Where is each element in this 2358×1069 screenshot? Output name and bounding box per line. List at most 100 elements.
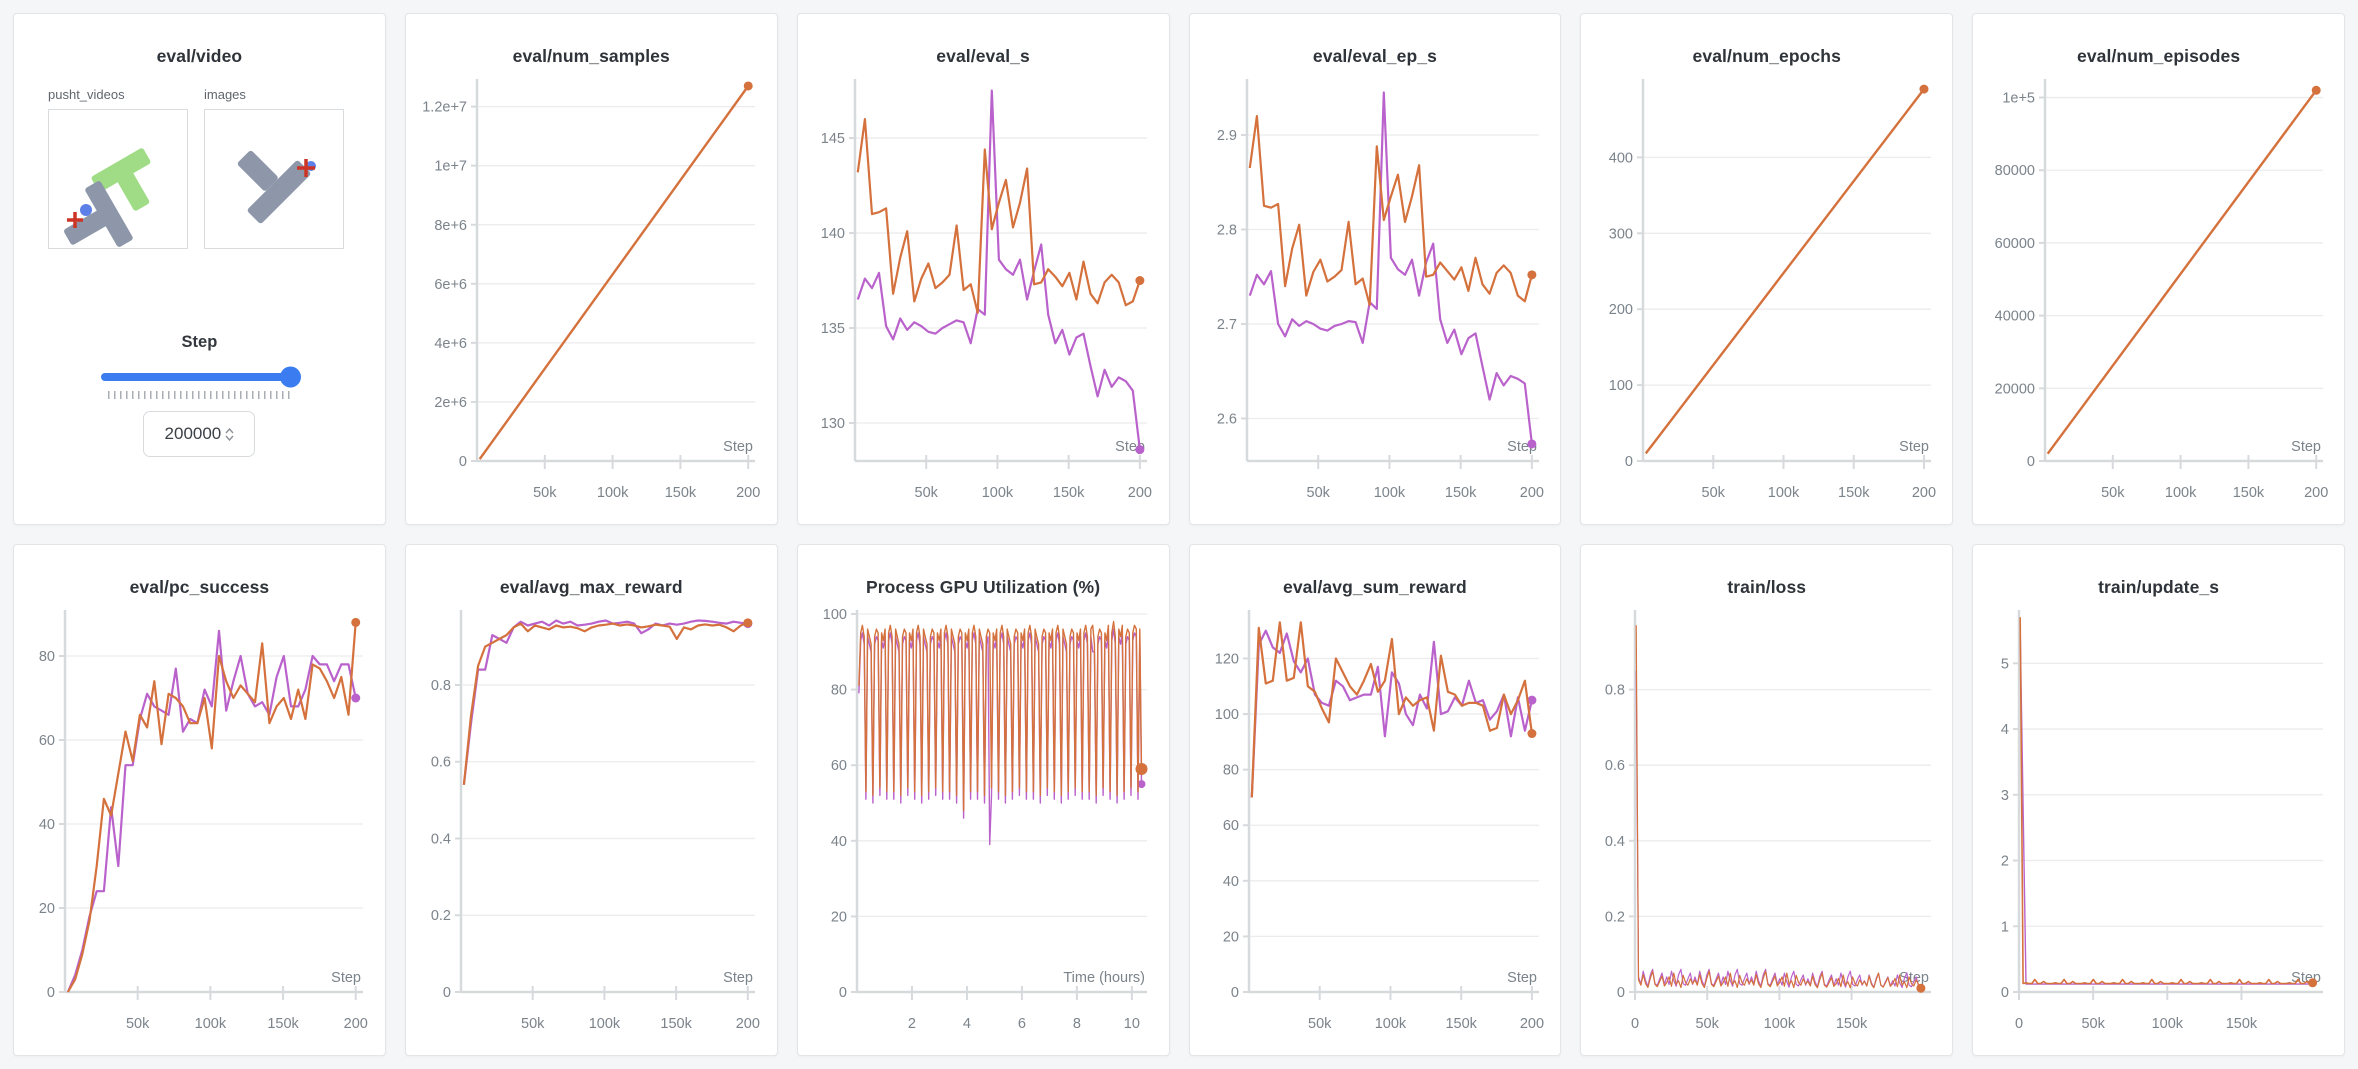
series-line-purple <box>1250 629 1533 798</box>
x-tick-label: 100k <box>589 1016 621 1032</box>
y-tick-label: 80000 <box>1994 163 2034 179</box>
series-end-dot-orange <box>1527 729 1537 739</box>
series-line-orange <box>858 620 1143 812</box>
slider-handle[interactable] <box>280 366 302 388</box>
chart-svg[interactable]: 0 20000 40000 60000 80000 1e+5 50k 100k 150k 200 S… <box>1983 73 2335 511</box>
images-thumbnail[interactable] <box>204 109 344 249</box>
panel-eval-avg-max-reward[interactable]: eval/avg_max_reward 0 0.2 0.4 0.6 0.8 50k 100k 1… <box>404 544 778 1056</box>
panel-train-update-s[interactable]: train/update_s 0 1 2 3 4 5 0 50k 100k 150k Step <box>1972 544 2345 1056</box>
panel-eval-num-samples[interactable]: eval/num_samples 0 2e+6 4e+6 6e+6 8e+6 1e+7 1.2… <box>404 13 778 525</box>
y-tick-label: 0 <box>47 985 55 1001</box>
x-tick-label: 50k <box>1695 1016 1719 1032</box>
y-tick-label: 0 <box>1617 985 1625 1001</box>
x-tick-label: 200 <box>736 485 760 501</box>
panel-title: eval/pc_success <box>129 577 270 597</box>
series-end-dot-orange <box>351 617 361 627</box>
panel-title: eval/avg_max_reward <box>499 577 683 597</box>
step-slider-label: Step <box>181 333 218 351</box>
x-tick-label: 150k <box>665 485 697 501</box>
y-tick-label: 60 <box>831 758 847 774</box>
y-tick-label: 100 <box>823 607 847 623</box>
y-tick-label: 1e+7 <box>435 159 468 175</box>
panel-title: eval/avg_sum_reward <box>1283 577 1467 597</box>
panel-eval-eval-ep-s[interactable]: eval/eval_ep_s 2.6 2.7 2.8 2.9 50k 100k 150k 200… <box>1188 13 1562 525</box>
y-tick-label: 0 <box>1625 454 1633 470</box>
x-tick-label: 10 <box>1124 1016 1140 1032</box>
x-tick-label: 2 <box>908 1016 916 1032</box>
series-end-dot-orange <box>2311 85 2321 95</box>
x-tick-label: 150k <box>1053 485 1085 501</box>
chart-svg[interactable]: 0 20 40 60 80 50k 100k 150k 200 Step <box>23 604 375 1042</box>
x-tick-label: 50k <box>1306 485 1330 501</box>
x-tick-label: 100k <box>2164 485 2196 501</box>
y-tick-label: 40000 <box>1994 309 2034 325</box>
y-tick-label: 40 <box>831 834 847 850</box>
goal-cross <box>297 159 315 177</box>
x-tick-label: 100k <box>195 1016 227 1032</box>
panel-eval-num-epochs[interactable]: eval/num_epochs 0 100 200 300 400 50k 100k 150k 2… <box>1580 13 1954 525</box>
pusht-video-thumbnail[interactable] <box>48 109 188 249</box>
stepper-arrows[interactable] <box>225 427 234 441</box>
x-tick-label: 150k <box>268 1016 300 1032</box>
y-tick-label: 100 <box>1609 378 1633 394</box>
x-axis-title: Step <box>332 970 362 986</box>
y-tick-label: 2.8 <box>1217 222 1237 238</box>
x-tick-label: 150k <box>2225 1016 2257 1032</box>
chart-svg[interactable]: 0 100 200 300 400 50k 100k 150k 200 Step <box>1591 73 1943 511</box>
panel-title: eval/eval_s <box>936 46 1030 66</box>
y-tick-label: 1e+5 <box>2002 91 2035 107</box>
chart-svg[interactable]: 0 0.2 0.4 0.6 0.8 50k 100k 150k 200 Step <box>415 604 767 1042</box>
x-tick-label: 200 <box>1520 1016 1544 1032</box>
panel-title: eval/num_samples <box>512 46 670 66</box>
chart-svg[interactable]: 0 2e+6 4e+6 6e+6 8e+6 1e+7 1.2e+7 50k 100k 150k 20… <box>415 73 767 511</box>
series-end-dot-purple <box>1527 695 1537 705</box>
panel-title: eval/num_epochs <box>1692 46 1841 66</box>
series-line-orange <box>1248 114 1533 307</box>
chart-svg[interactable]: 0 20 40 60 80 100 2 4 6 8 10 Time (hours) <box>807 604 1159 1042</box>
x-tick-label: 50k <box>2081 1016 2105 1032</box>
pusht-scene-image <box>64 148 151 247</box>
x-axis-title: Step <box>723 970 753 986</box>
panel-eval-num-episodes[interactable]: eval/num_episodes 0 20000 40000 60000 80000 1e… <box>1972 13 2345 525</box>
step-input[interactable]: 200000 <box>143 411 256 457</box>
step-slider[interactable] <box>101 366 302 388</box>
y-tick-label: 80 <box>39 649 55 665</box>
panel-title: train/loss <box>1727 577 1807 597</box>
x-tick-label: 6 <box>1018 1016 1026 1032</box>
y-tick-label: 20000 <box>1994 381 2034 397</box>
y-tick-label: 40 <box>1223 874 1239 890</box>
series-line-purple <box>856 89 1142 450</box>
chevron-down-icon[interactable] <box>225 435 234 441</box>
x-tick-label: 8 <box>1073 1016 1081 1032</box>
x-axis-title: Step <box>1507 970 1537 986</box>
series-end-dot-orange <box>1916 983 1926 993</box>
series-line-purple <box>1635 670 1921 989</box>
agent-dot <box>80 204 92 216</box>
step-value[interactable]: 200000 <box>164 424 222 443</box>
panel-eval-pc-success[interactable]: eval/pc_success 0 20 40 60 80 50k 100k 150k 200 St… <box>13 544 386 1056</box>
series-end-dot-orange <box>2307 978 2317 988</box>
x-tick-label: 0 <box>1631 1016 1639 1032</box>
chart-svg[interactable]: 0 20 40 60 80 100 120 50k 100k 150k 200 Step <box>1199 604 1551 1042</box>
panel-gpu-utilization[interactable]: Process GPU Utilization (%) 0 20 40 60 80 100 2… <box>796 544 1170 1056</box>
slider-track[interactable] <box>101 373 298 381</box>
y-tick-label: 2.9 <box>1217 128 1237 144</box>
chevron-up-icon[interactable] <box>225 427 234 434</box>
panel-title: eval/video <box>156 46 243 66</box>
panel-eval-eval-s[interactable]: eval/eval_s 130 135 140 145 50k 100k 150k 200 Ste… <box>796 13 1170 525</box>
series-end-dot-orange <box>1135 276 1145 286</box>
series-end-dot-orange <box>1135 762 1148 775</box>
x-tick-label: 150k <box>2232 485 2264 501</box>
y-tick-label: 0.4 <box>1605 834 1625 850</box>
y-tick-label: 60 <box>39 733 55 749</box>
panel-train-loss[interactable]: train/loss 0 0.2 0.4 0.6 0.8 0 50k 100k 150k Step <box>1580 544 1954 1056</box>
panel-eval-avg-sum-reward[interactable]: eval/avg_sum_reward 0 20 40 60 80 100 120 50k 100… <box>1188 544 1562 1056</box>
x-tick-label: 200 <box>1912 485 1936 501</box>
y-tick-label: 1 <box>2001 919 2009 935</box>
x-tick-label: 200 <box>2304 485 2328 501</box>
y-tick-label: 100 <box>1215 707 1239 723</box>
